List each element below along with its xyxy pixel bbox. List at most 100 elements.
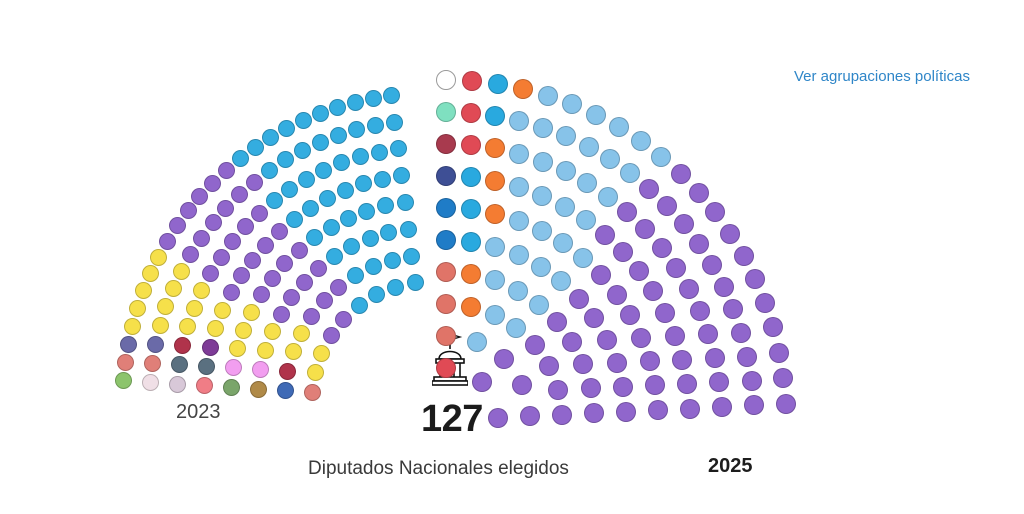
seat [185,300,203,317]
seat [698,324,719,345]
seat [554,196,575,217]
seat [245,173,263,191]
seat [677,373,698,394]
seat [296,273,314,291]
seat [128,299,146,317]
seat [612,376,633,397]
seat [403,247,421,265]
seat [733,245,754,266]
seat [606,284,627,305]
seat [763,317,784,338]
seat [115,372,133,390]
seat [679,398,700,419]
seat [315,161,333,179]
seat [436,134,456,154]
seat [769,342,790,363]
seat [389,140,407,158]
seat [373,170,391,188]
seat [204,174,222,192]
seat [310,260,328,278]
seat [284,343,302,361]
seat [346,267,364,285]
seat [303,307,321,325]
seat [775,393,796,414]
seat [222,379,240,396]
seat [333,154,351,172]
seat [315,292,333,310]
seat [193,282,211,300]
seat [519,406,540,427]
seat [149,248,167,266]
seat [298,170,316,188]
seat [272,305,290,323]
seat [285,210,303,228]
seat [460,135,481,156]
seat [436,262,456,282]
seat [617,201,638,222]
seat [380,224,398,242]
seat [639,178,660,199]
seat [256,341,274,359]
seat [711,396,732,417]
seat [577,172,598,193]
seat [598,186,619,207]
seat [330,278,348,296]
seat [224,232,242,250]
seat [252,361,270,379]
seat [547,379,568,400]
seat [731,322,752,343]
seat [179,318,197,336]
political-groups-link[interactable]: Ver agrupaciones políticas [794,68,970,85]
seat [436,102,456,122]
seat [383,86,401,104]
seat [546,311,567,332]
seat [556,126,577,147]
seat [436,230,456,250]
seat [386,278,404,296]
seat [487,73,508,94]
seat [207,319,225,337]
seat [670,163,691,184]
seat [348,121,366,139]
seat [204,214,222,232]
seat [436,70,456,90]
seat [485,171,506,192]
seat [575,209,596,230]
seat [643,281,664,302]
seat [562,94,583,115]
seat [508,245,529,266]
seat [355,175,373,193]
seat [461,70,482,91]
seat [583,403,604,424]
seat [620,163,641,184]
seat [283,288,301,306]
seat [318,190,336,208]
seat [340,209,358,227]
seat [198,357,215,375]
seat [538,356,559,377]
seat [533,117,554,138]
seat [290,241,308,259]
seat [755,292,776,313]
seat [170,356,188,374]
seat [629,261,650,282]
seat [485,270,506,291]
seat [212,248,230,266]
seat [773,368,794,389]
seat [294,111,312,129]
seat [143,354,161,372]
seat [506,317,527,338]
seat [326,248,344,266]
seat [509,177,530,198]
seat [460,167,481,188]
seat [509,110,530,131]
seat [343,238,361,256]
seat [591,265,612,286]
seat [256,236,274,254]
seat [119,335,137,353]
seat [231,150,249,168]
seat [261,161,279,179]
seat [689,301,710,322]
seat [550,271,571,292]
seat [493,349,514,370]
